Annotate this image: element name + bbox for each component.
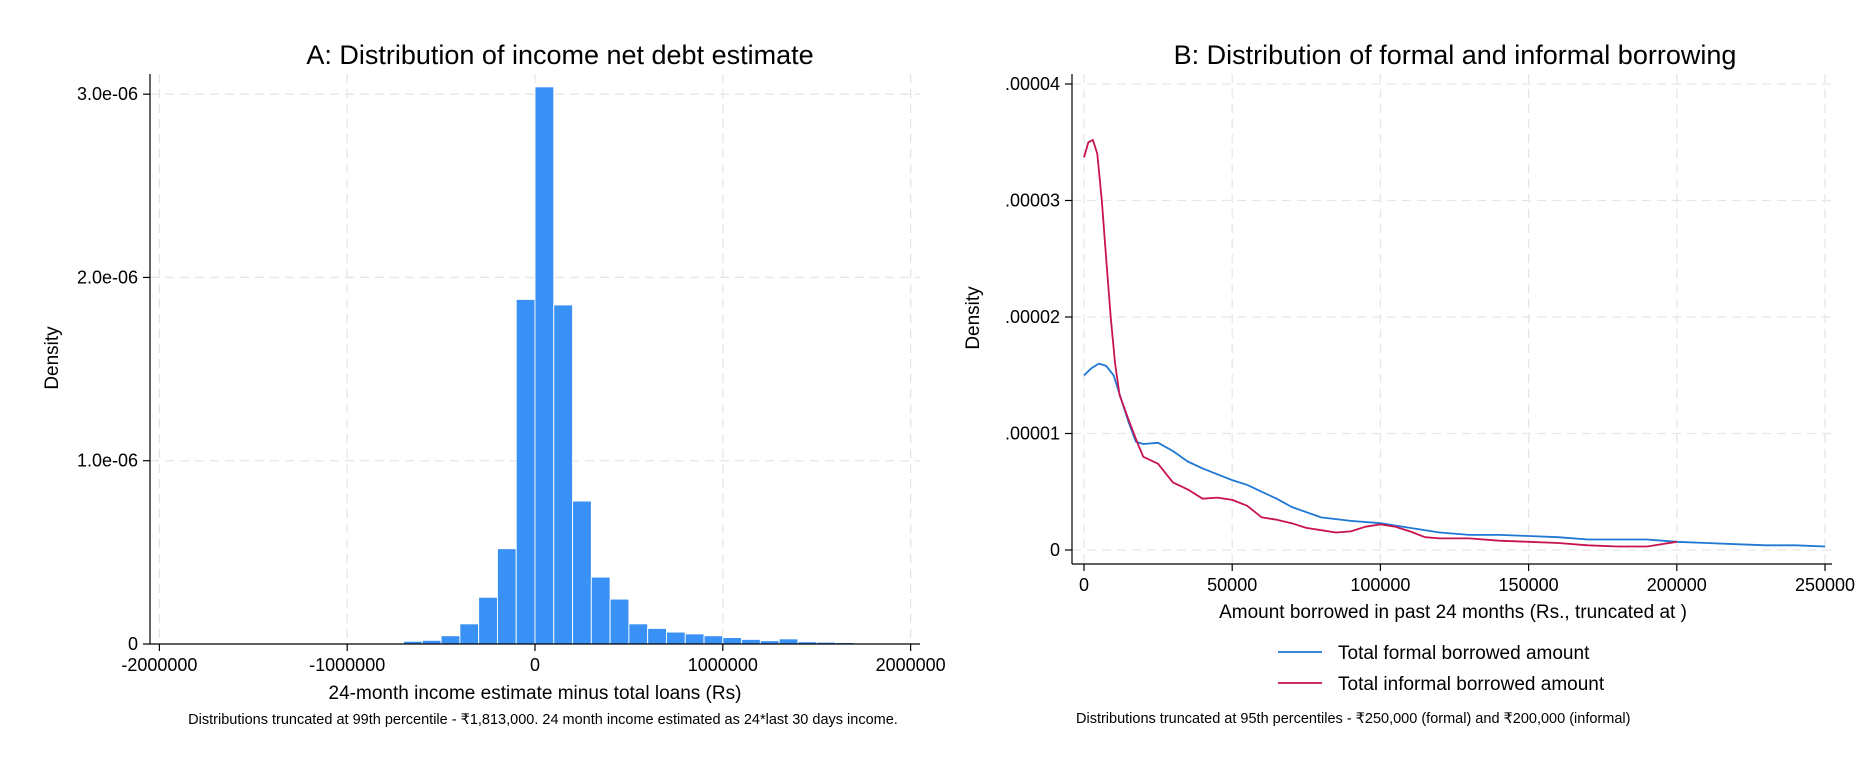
histogram-bar — [440, 635, 461, 645]
formal-borrowing-line — [1083, 362, 1826, 548]
panel-b-x-ticks: 0 50000 100000 150000 200000 250000 — [1079, 564, 1855, 595]
y-tick-label: 0 — [1050, 540, 1060, 560]
histogram-bar — [741, 638, 761, 645]
histogram-bar — [478, 596, 498, 645]
y-tick-label: .00003 — [1005, 191, 1060, 211]
histogram-bar — [684, 633, 705, 645]
panel-b-gridlines — [1072, 74, 1832, 564]
y-tick-label: .00004 — [1005, 74, 1060, 94]
histogram-bar — [590, 576, 611, 645]
panel-b-density: B: Distribution of formal and informal b… — [963, 40, 1855, 727]
histogram-bar — [553, 304, 574, 645]
y-tick-label: .00001 — [1005, 424, 1060, 444]
x-tick-label: -2000000 — [121, 655, 197, 675]
x-tick-label: 200000 — [1647, 575, 1707, 595]
legend-label-informal: Total informal borrowed amount — [1338, 674, 1605, 695]
y-tick-label: 1.0e-06 — [77, 451, 138, 471]
x-tick-label: 150000 — [1499, 575, 1559, 595]
panel-a-histogram: A: Distribution of income net debt estim… — [42, 40, 946, 728]
panel-a-bars — [158, 86, 874, 645]
panel-a-y-axis-label: Density — [42, 326, 63, 390]
panel-b-lines — [1083, 139, 1826, 548]
histogram-bar — [534, 86, 555, 645]
informal-borrowing-line — [1083, 139, 1677, 548]
panel-b-y-axis-label: Density — [963, 286, 984, 350]
x-tick-label: 100000 — [1350, 575, 1410, 595]
x-tick-label: 50000 — [1207, 575, 1257, 595]
histogram-bar — [572, 500, 592, 645]
panel-b-title: B: Distribution of formal and informal b… — [1174, 40, 1737, 70]
x-tick-label: 2000000 — [876, 655, 946, 675]
legend-label-formal: Total formal borrowed amount — [1338, 643, 1590, 664]
panel-b-x-axis-label: Amount borrowed in past 24 months (Rs., … — [1219, 602, 1687, 623]
histogram-bar — [609, 598, 630, 645]
x-tick-label: 1000000 — [688, 655, 758, 675]
histogram-bar — [722, 637, 743, 645]
y-tick-label: 2.0e-06 — [77, 267, 138, 287]
histogram-bar — [515, 298, 536, 645]
panel-a-title: A: Distribution of income net debt estim… — [306, 40, 813, 70]
panel-a-x-axis-label: 24-month income estimate minus total loa… — [329, 683, 742, 704]
panel-a-y-ticks: 0 1.0e-06 2.0e-06 3.0e-06 — [77, 84, 150, 654]
histogram-bar — [647, 627, 667, 645]
panel-b-footnote: Distributions truncated at 95th percenti… — [1076, 711, 1630, 727]
panel-a-footnote: Distributions truncated at 99th percenti… — [188, 712, 898, 728]
x-tick-label: 0 — [1079, 575, 1089, 595]
histogram-bar — [459, 623, 480, 645]
histogram-bar — [628, 623, 649, 645]
y-tick-label: 3.0e-06 — [77, 84, 138, 104]
histogram-bar — [778, 638, 799, 645]
histogram-bar — [703, 635, 724, 645]
x-tick-label: 250000 — [1795, 575, 1855, 595]
y-tick-label: .00002 — [1005, 307, 1060, 327]
panel-b-legend: Total formal borrowed amount Total infor… — [1278, 643, 1605, 695]
panel-a-x-ticks: -2000000 -1000000 0 1000000 2000000 — [121, 644, 946, 675]
histogram-bar — [666, 631, 686, 645]
panel-b-y-ticks: 0 .00001 .00002 .00003 .00004 — [1005, 74, 1072, 560]
histogram-bar — [496, 548, 517, 645]
y-tick-label: 0 — [128, 634, 138, 654]
x-tick-label: -1000000 — [309, 655, 385, 675]
x-tick-label: 0 — [530, 655, 540, 675]
